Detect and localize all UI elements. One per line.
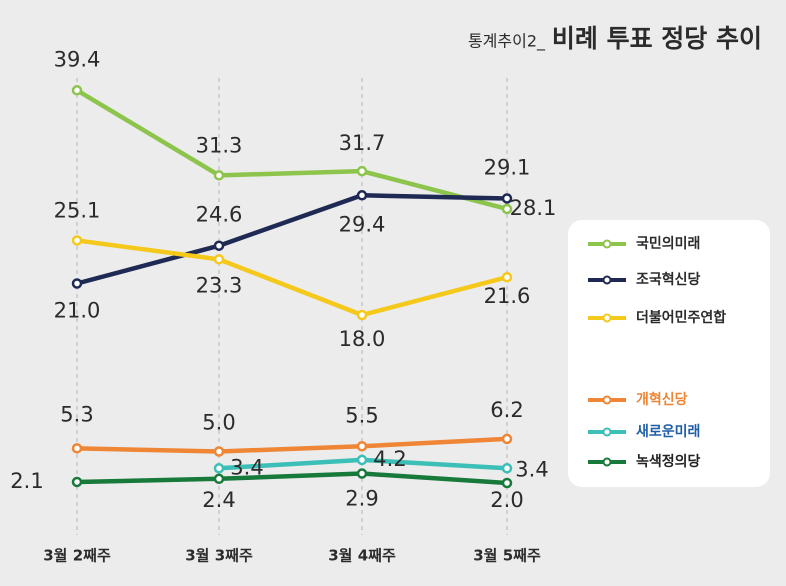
point bbox=[213, 463, 225, 474]
point bbox=[356, 165, 368, 177]
point bbox=[356, 309, 368, 321]
legend-label: 조국혁신당 bbox=[636, 271, 701, 288]
value-label: 24.6 bbox=[196, 203, 243, 227]
value-label: 25.1 bbox=[54, 198, 101, 222]
point bbox=[501, 193, 513, 204]
series-line bbox=[75, 88, 508, 212]
legend-label: 더불어민주연합 bbox=[636, 309, 726, 326]
legend-marker bbox=[602, 457, 612, 467]
point bbox=[213, 446, 225, 457]
point bbox=[356, 454, 368, 466]
legend-marker bbox=[602, 395, 612, 405]
value-label: 29.1 bbox=[484, 155, 531, 179]
x-tick-label: 3월 5째주 bbox=[473, 547, 541, 565]
value-label: 21.6 bbox=[484, 284, 531, 308]
legend-marker bbox=[602, 313, 612, 323]
legend-box bbox=[568, 220, 770, 487]
value-label: 4.2 bbox=[373, 447, 406, 471]
point bbox=[213, 170, 225, 181]
point bbox=[501, 477, 513, 489]
series-line bbox=[76, 193, 508, 286]
value-label: 31.3 bbox=[196, 133, 243, 157]
legend-label: 새로운미래 bbox=[636, 424, 700, 440]
value-label: 21.0 bbox=[54, 299, 101, 323]
point bbox=[213, 240, 225, 251]
point bbox=[71, 476, 83, 488]
value-label: 18.0 bbox=[339, 327, 386, 351]
legend-marker bbox=[602, 275, 612, 285]
legend-marker bbox=[602, 239, 612, 249]
legend-label: 개혁신당 bbox=[636, 391, 688, 408]
legend-label: 국민의미래 bbox=[636, 235, 700, 252]
point bbox=[501, 271, 513, 283]
chart-title: 비례 투표 정당 추이 bbox=[552, 24, 762, 53]
point bbox=[356, 190, 368, 201]
value-label: 2.0 bbox=[490, 488, 523, 512]
value-label: 3.4 bbox=[230, 455, 263, 479]
value-label: 29.4 bbox=[339, 212, 386, 236]
legend-marker bbox=[602, 427, 612, 437]
point bbox=[71, 443, 83, 454]
point bbox=[213, 254, 225, 265]
value-label: 28.1 bbox=[510, 196, 557, 220]
value-label: 31.7 bbox=[339, 131, 386, 155]
x-tick-label: 3월 3째주 bbox=[185, 547, 253, 565]
point bbox=[356, 468, 368, 479]
point bbox=[501, 203, 513, 215]
value-label: 5.0 bbox=[202, 411, 235, 435]
value-label: 5.5 bbox=[345, 403, 378, 427]
value-label: 5.3 bbox=[60, 402, 93, 426]
value-label: 6.2 bbox=[490, 398, 523, 422]
value-label: 2.1 bbox=[10, 469, 43, 493]
series-line bbox=[76, 238, 508, 318]
series-line bbox=[76, 436, 508, 454]
point bbox=[71, 85, 83, 96]
legend-label: 녹색정의당 bbox=[636, 453, 701, 470]
point bbox=[213, 473, 225, 485]
x-tick-label: 3월 4째주 bbox=[328, 547, 396, 565]
point bbox=[71, 235, 83, 246]
point bbox=[356, 441, 368, 452]
x-tick-label: 3월 2째주 bbox=[43, 547, 111, 565]
value-label: 2.4 bbox=[202, 488, 235, 512]
value-label: 23.3 bbox=[196, 273, 243, 297]
value-label: 2.9 bbox=[345, 487, 378, 511]
point bbox=[501, 463, 513, 474]
value-label: 3.4 bbox=[515, 457, 548, 481]
chart-title-prefix: 통계추이2_ bbox=[468, 32, 546, 52]
point bbox=[71, 278, 83, 289]
point bbox=[501, 433, 513, 445]
series-line bbox=[76, 471, 508, 486]
value-label: 39.4 bbox=[54, 47, 101, 71]
